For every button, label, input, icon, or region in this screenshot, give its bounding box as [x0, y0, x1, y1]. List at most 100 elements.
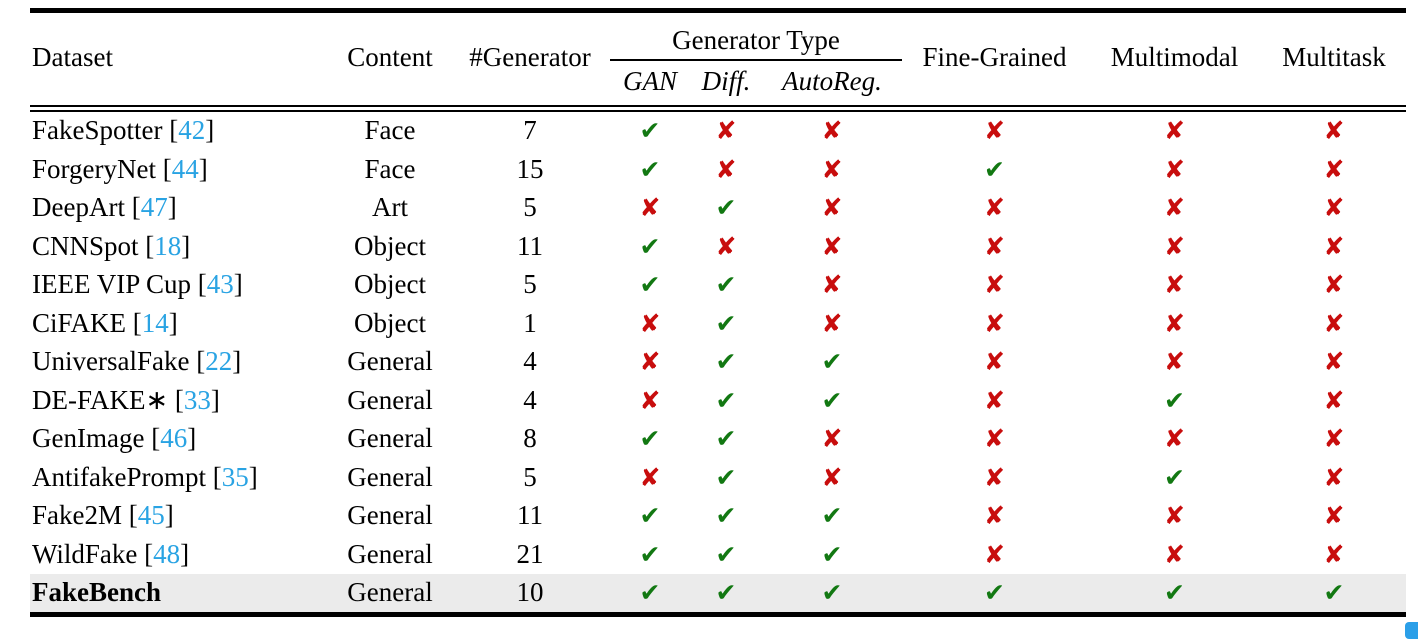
- citation-link[interactable]: 22: [205, 346, 233, 377]
- cross-icon: ✘: [984, 270, 1005, 300]
- generator-count-cell: 5: [523, 461, 537, 492]
- check-icon: ✔: [821, 347, 843, 377]
- cross-icon: ✘: [1323, 154, 1345, 184]
- cross-icon: ✘: [821, 116, 843, 146]
- dataset-name-cell: FakeSpotter [42]: [32, 115, 215, 146]
- dataset-name-cell: Fake2M [45]: [32, 500, 174, 531]
- cross-icon: ✘: [984, 308, 1005, 338]
- cross-icon: ✘: [1323, 424, 1345, 454]
- citation-link[interactable]: 43: [206, 269, 234, 300]
- dataset-comparison-table: Dataset Content #Generator Generator Typ…: [30, 8, 1406, 617]
- cross-icon: ✘: [1164, 424, 1185, 454]
- cross-icon: ✘: [1164, 501, 1185, 531]
- check-icon: ✔: [639, 270, 661, 300]
- check-icon: ✔: [1164, 462, 1185, 492]
- content-cell: General: [347, 346, 433, 377]
- generator-count-cell: 11: [517, 500, 543, 531]
- cross-icon: ✘: [1323, 116, 1345, 146]
- dataset-name-cell: CNNSpot [18]: [32, 230, 191, 261]
- column-header-num-generator: #Generator: [469, 42, 591, 72]
- cross-icon: ✘: [715, 116, 737, 146]
- dataset-name: CNNSpot: [32, 230, 139, 261]
- cross-icon: ✘: [1323, 347, 1345, 377]
- check-icon: ✔: [821, 539, 843, 569]
- citation-link[interactable]: 45: [137, 500, 165, 531]
- dataset-name: WildFake: [32, 538, 138, 569]
- citation-link[interactable]: 47: [140, 192, 168, 223]
- cross-icon: ✘: [715, 154, 737, 184]
- table-row: Fake2M [45] General 11 ✔ ✔ ✔ ✘ ✘ ✘: [30, 497, 1406, 536]
- dataset-name: FakeSpotter: [32, 115, 163, 146]
- content-cell: General: [347, 423, 433, 454]
- citation-link[interactable]: 44: [171, 153, 199, 184]
- check-icon: ✔: [639, 116, 661, 146]
- cross-icon: ✘: [1323, 193, 1345, 223]
- cross-icon: ✘: [1164, 347, 1185, 377]
- dataset-name-cell: AntifakePrompt [35]: [32, 461, 258, 492]
- content-cell: Art: [372, 192, 408, 223]
- cross-icon: ✘: [821, 193, 843, 223]
- table-row: FakeBench General 10 ✔ ✔ ✔ ✔ ✔ ✔: [30, 573, 1406, 612]
- cross-icon: ✘: [984, 462, 1005, 492]
- cross-icon: ✘: [1323, 462, 1345, 492]
- generator-count-cell: 11: [517, 230, 543, 261]
- citation-link[interactable]: 18: [154, 230, 182, 261]
- dataset-name-cell: UniversalFake [22]: [32, 346, 242, 377]
- citation-link[interactable]: 14: [141, 307, 169, 338]
- cross-icon: ✘: [984, 116, 1005, 146]
- table-row: UniversalFake [22] General 4 ✘ ✔ ✔ ✘ ✘ ✘: [30, 343, 1406, 382]
- generator-count-cell: 10: [516, 577, 544, 608]
- citation-link[interactable]: 35: [221, 461, 249, 492]
- dataset-name: FakeBench: [32, 577, 162, 608]
- cross-icon: ✘: [1323, 308, 1345, 338]
- table-top-rule: [30, 8, 1406, 13]
- table-row: CiFAKE [14] Object 1 ✘ ✔ ✘ ✘ ✘ ✘: [30, 304, 1406, 343]
- check-icon: ✔: [821, 385, 843, 415]
- table-row: ForgeryNet [44] Face 15 ✔ ✘ ✘ ✔ ✘ ✘: [30, 150, 1406, 189]
- citation-link[interactable]: 46: [160, 423, 188, 454]
- cross-icon: ✘: [1164, 308, 1185, 338]
- cross-icon: ✘: [1323, 539, 1345, 569]
- cross-icon: ✘: [821, 462, 843, 492]
- citation-link[interactable]: 48: [153, 538, 181, 569]
- stray-blue-mark: [1405, 622, 1418, 639]
- table-header: Dataset Content #Generator Generator Typ…: [30, 13, 1406, 105]
- dataset-name-cell: DE-FAKE∗ [33]: [32, 384, 220, 415]
- generator-count-cell: 21: [516, 538, 544, 569]
- cross-icon: ✘: [639, 385, 661, 415]
- cross-icon: ✘: [821, 154, 843, 184]
- cross-icon: ✘: [821, 308, 843, 338]
- cross-icon: ✘: [1323, 270, 1345, 300]
- content-cell: General: [347, 461, 433, 492]
- check-icon: ✔: [715, 347, 737, 377]
- header-double-rule: [30, 104, 1406, 112]
- cross-icon: ✘: [639, 347, 661, 377]
- dataset-name: CiFAKE: [32, 307, 127, 338]
- citation-link[interactable]: 42: [178, 115, 206, 146]
- generator-count-cell: 15: [516, 153, 544, 184]
- table-body: FakeSpotter [42] Face 7 ✔ ✘ ✘ ✘ ✘ ✘ ForgeryNet [4…: [30, 112, 1406, 612]
- table-row: DeepArt [47] Art 5 ✘ ✔ ✘ ✘ ✘ ✘: [30, 189, 1406, 228]
- column-header-multimodal: Multimodal: [1110, 42, 1239, 72]
- dataset-name-cell: FakeBench: [30, 579, 330, 606]
- cross-icon: ✘: [1164, 154, 1185, 184]
- generator-count-cell: 5: [523, 269, 537, 300]
- column-group-header-generator-type: Generator Type: [610, 25, 902, 61]
- cross-icon: ✘: [984, 385, 1005, 415]
- generator-count-cell: 1: [523, 307, 537, 338]
- dataset-name-cell: IEEE VIP Cup [43]: [32, 269, 243, 300]
- cross-icon: ✘: [1323, 385, 1345, 415]
- check-icon: ✔: [639, 501, 661, 531]
- dataset-name: IEEE VIP Cup: [32, 269, 191, 300]
- citation-link[interactable]: 33: [183, 384, 211, 415]
- generator-count-cell: 5: [523, 192, 537, 223]
- check-icon: ✔: [1164, 385, 1185, 415]
- check-icon: ✔: [715, 193, 737, 223]
- check-icon: ✔: [984, 154, 1005, 184]
- table-row: IEEE VIP Cup [43] Object 5 ✔ ✔ ✘ ✘ ✘ ✘: [30, 266, 1406, 305]
- table-row: AntifakePrompt [35] General 5 ✘ ✔ ✘ ✘ ✔ ✘: [30, 458, 1406, 497]
- table-row: WildFake [48] General 21 ✔ ✔ ✔ ✘ ✘ ✘: [30, 535, 1406, 574]
- cross-icon: ✘: [984, 193, 1005, 223]
- content-cell: Face: [364, 153, 416, 184]
